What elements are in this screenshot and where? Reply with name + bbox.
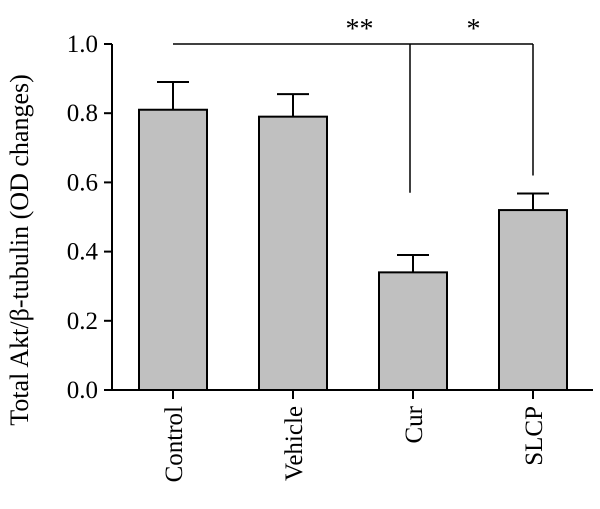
x-tick-label: Control <box>161 406 188 482</box>
x-tick-label: Cur <box>401 405 428 443</box>
bar-vehicle <box>258 115 328 391</box>
x-tick-label: SLCP <box>521 406 548 466</box>
y-tick-label: 0.4 <box>67 239 99 266</box>
y-tick-label: 0.6 <box>67 169 98 196</box>
plot-area: 0.0 0.2 0.4 0.6 0.8 1.0 Control Vehicle Cur SLCP *… <box>67 14 593 482</box>
bar-cur <box>378 271 448 391</box>
y-tick-label: 0.8 <box>67 100 98 127</box>
y-tick-label: 0.0 <box>67 377 98 404</box>
significance-label-cur: ** <box>346 14 374 45</box>
y-axis-title: Total Akt/β-tubulin (OD changes) <box>5 74 34 426</box>
y-tick-label: 0.2 <box>67 308 98 335</box>
bar-slcp <box>498 209 568 391</box>
bar-control <box>138 108 208 392</box>
x-tick-label: Vehicle <box>281 406 308 481</box>
y-tick-label: 1.0 <box>67 31 98 58</box>
significance-label-slcp: * <box>467 14 481 45</box>
